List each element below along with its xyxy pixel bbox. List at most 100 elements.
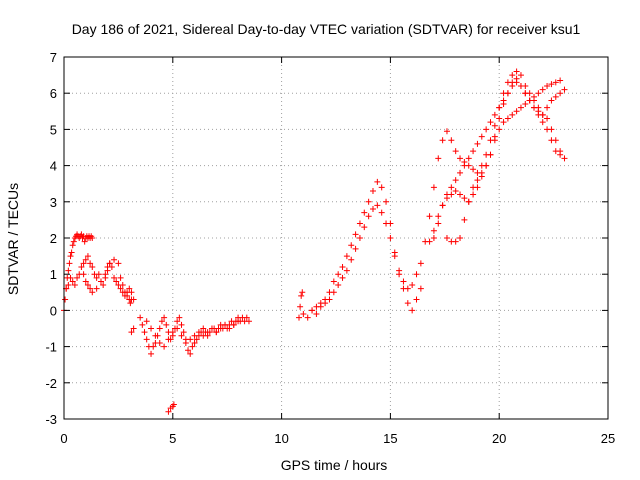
data-point <box>409 282 416 289</box>
data-point <box>187 336 194 343</box>
data-point <box>130 325 137 332</box>
data-point <box>383 198 390 205</box>
data-point <box>93 274 100 281</box>
data-point <box>195 329 202 336</box>
data-point <box>356 220 363 227</box>
data-point <box>126 285 133 292</box>
data-point <box>161 343 168 350</box>
data-point <box>491 111 498 118</box>
data-point <box>343 267 350 274</box>
data-point <box>487 119 494 126</box>
data-point <box>189 343 196 350</box>
data-point <box>163 321 170 328</box>
y-tick-label: -1 <box>45 340 57 355</box>
data-point <box>430 227 437 234</box>
data-point <box>531 97 538 104</box>
data-point <box>522 82 529 89</box>
data-point <box>396 267 403 274</box>
data-point <box>335 282 342 289</box>
data-point <box>413 296 420 303</box>
data-point <box>170 401 177 408</box>
data-point <box>544 115 551 122</box>
data-point <box>226 325 233 332</box>
grid-lines <box>64 57 608 419</box>
data-point <box>557 90 564 97</box>
data-point <box>548 126 555 133</box>
data-point <box>102 271 109 278</box>
x-tick-label: 15 <box>383 431 397 446</box>
data-point <box>185 347 192 354</box>
data-point <box>148 325 155 332</box>
data-point <box>143 318 150 325</box>
data-point <box>435 213 442 220</box>
data-point <box>470 191 477 198</box>
data-point <box>74 274 81 281</box>
data-point <box>561 86 568 93</box>
data-point <box>89 289 96 296</box>
data-point <box>535 104 542 111</box>
data-point <box>119 282 126 289</box>
data-point <box>335 271 342 278</box>
data-point <box>178 321 185 328</box>
data-point <box>313 311 320 318</box>
data-point <box>80 260 87 267</box>
data-point <box>369 206 376 213</box>
data-point <box>496 115 503 122</box>
data-point <box>127 300 134 307</box>
data-point <box>417 285 424 292</box>
data-point <box>304 314 311 321</box>
x-tick-labels: 0 5 10 15 20 25 <box>60 431 615 446</box>
data-point <box>158 318 165 325</box>
y-tick-label: 7 <box>50 50 57 65</box>
data-point <box>174 325 181 332</box>
data-point <box>128 296 135 303</box>
data-point <box>548 81 555 88</box>
data-point <box>87 260 94 267</box>
data-point <box>509 111 516 118</box>
chart-title: Day 186 of 2021, Sidereal Day-to-day VTE… <box>72 21 581 37</box>
data-point <box>330 289 337 296</box>
data-point <box>65 267 72 274</box>
data-point <box>156 325 163 332</box>
data-point <box>435 220 442 227</box>
data-point <box>200 332 207 339</box>
data-point <box>176 314 183 321</box>
data-point <box>243 314 250 321</box>
data-point <box>299 289 306 296</box>
data-point <box>128 289 135 296</box>
data-point <box>443 195 450 202</box>
data-point <box>387 235 394 241</box>
data-point <box>439 137 446 144</box>
data-point <box>330 278 337 285</box>
data-point <box>180 329 187 336</box>
data-point <box>391 253 398 260</box>
data-point <box>68 249 75 256</box>
data-point <box>496 104 503 111</box>
data-point <box>452 238 459 245</box>
data-point <box>298 292 305 299</box>
data-point <box>67 274 74 281</box>
data-point <box>448 137 455 144</box>
data-point <box>509 72 516 79</box>
data-point <box>71 282 78 289</box>
x-tick-label: 20 <box>492 431 506 446</box>
data-point <box>69 278 76 285</box>
y-tick-label: -3 <box>45 412 57 427</box>
data-point <box>300 311 307 318</box>
data-point <box>213 329 220 336</box>
data-point <box>430 235 437 241</box>
data-point <box>141 329 148 336</box>
data-point <box>95 271 102 278</box>
data-point <box>374 202 381 209</box>
data-point <box>62 296 69 303</box>
data-point <box>522 101 529 108</box>
data-point <box>517 104 524 111</box>
data-point <box>483 162 490 169</box>
data-point <box>500 119 507 126</box>
data-point <box>552 93 559 100</box>
data-point <box>487 151 494 158</box>
data-point <box>365 198 372 205</box>
data-point <box>383 220 390 227</box>
data-point <box>535 90 542 97</box>
